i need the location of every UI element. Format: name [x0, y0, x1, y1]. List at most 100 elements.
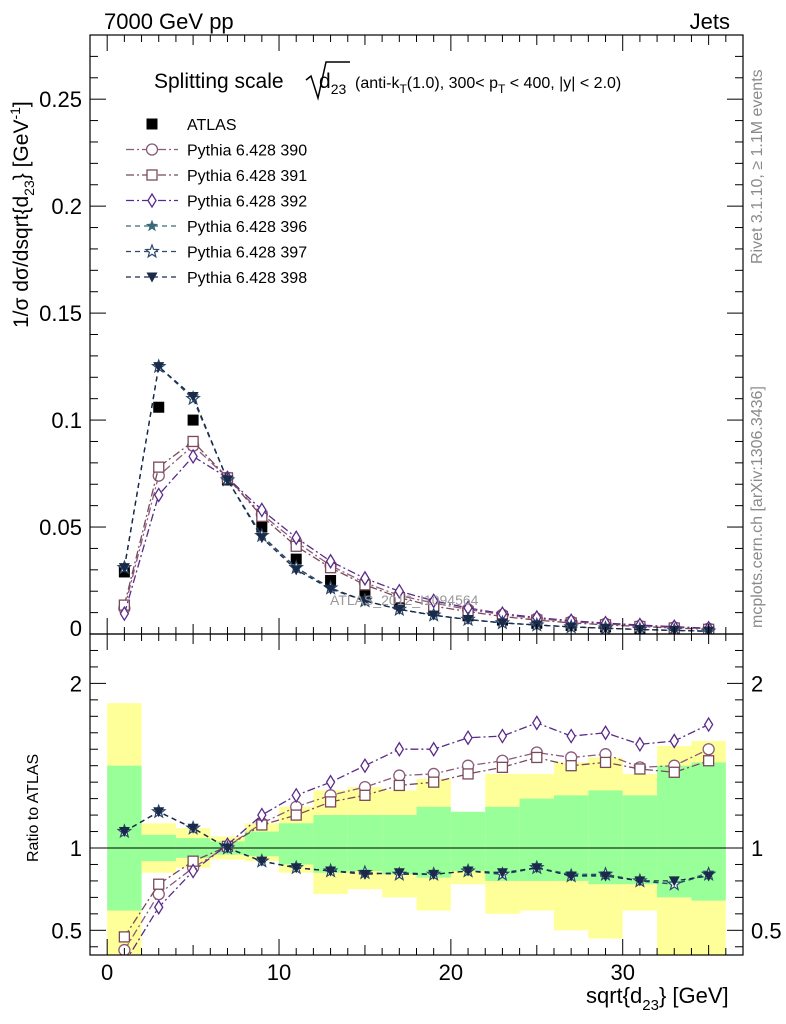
ratio-y-tick-label-right: 1	[751, 836, 763, 861]
ratio-point-p392	[153, 899, 164, 916]
ratio-point-p392	[394, 741, 405, 757]
point-p398	[393, 604, 405, 615]
rivet-label: Rivet 3.1.10, ≥ 1.1M events	[749, 69, 766, 264]
point-p398	[290, 565, 302, 576]
legend-marker-p391	[146, 169, 158, 181]
ratio-point-p398	[668, 876, 680, 887]
ratio-point-p392	[463, 729, 473, 746]
title-detail: (anti-kT(1.0), 300< pT < 400, |y| < 2.0)	[355, 75, 621, 96]
ratio-series-p398	[118, 807, 715, 887]
point-p398	[221, 475, 233, 486]
legend-label-p390: Pythia 6.428 390	[187, 143, 307, 160]
xlabel: sqrt{d23} [GeV]	[586, 983, 729, 1014]
ratio-point-p392	[188, 863, 198, 879]
ratio-point-p392	[497, 728, 508, 744]
axes: 0 10 20 30 0.05 0.1 0.15 0.2 0.25 0 0.5 0.5 1 1 2 2	[39, 34, 782, 985]
ratio-point-p398	[496, 868, 508, 879]
ratio-y-tick-label-right: 0.5	[751, 918, 782, 943]
x-tick-label: 10	[267, 960, 291, 985]
ratio-point-p392	[703, 716, 714, 733]
ratio-point-p391	[359, 789, 371, 801]
ratio-point-p391	[428, 776, 440, 788]
legend-label-data: ATLAS	[187, 117, 237, 134]
y-tick-label: 0.05	[39, 515, 82, 540]
ratio-point-p398	[393, 868, 405, 879]
ratio-point-p392	[635, 736, 645, 753]
legend-marker-p390	[145, 143, 159, 156]
legend-label-p397: Pythia 6.428 397	[187, 245, 307, 262]
ratio-y-tick-label-right: 2	[751, 671, 763, 696]
series-line-p398	[123, 365, 709, 632]
watermark: ATLAS_2012_I1094564	[330, 592, 479, 608]
ratio-uncertainty-bands	[90, 703, 743, 955]
legend-entry-p396: Pythia 6.428 396	[126, 219, 307, 236]
legend-entry-p390: Pythia 6.428 390	[126, 143, 307, 160]
green-band-bin	[279, 823, 314, 865]
ratio-point-p391	[634, 763, 646, 775]
sqrt-symbol	[305, 61, 350, 101]
green-band-bin	[622, 795, 658, 885]
ratio-point-p392	[428, 741, 439, 757]
ratio-point-p398	[290, 863, 302, 874]
legend-marker-p396	[145, 219, 159, 232]
title-main: Splitting scale	[154, 70, 284, 93]
y-tick-label: 0.25	[39, 87, 82, 112]
green-band-bin	[657, 765, 692, 898]
x-tick-label: 30	[610, 960, 634, 985]
series-line-p391	[123, 440, 709, 630]
x-tick-label: 0	[101, 960, 113, 985]
x-tick-label: 20	[439, 960, 463, 985]
point-p398	[256, 533, 268, 544]
header-right: Jets	[690, 9, 730, 34]
ratio-point-p392	[257, 807, 267, 823]
ratio-point-p398	[428, 869, 440, 880]
point-p398	[496, 618, 508, 629]
legend: ATLAS Pythia 6.428 390 Pythia 6.428 391 Pyt…	[126, 117, 307, 287]
legend-entry-data: ATLAS	[146, 117, 237, 134]
ratio-point-p392	[566, 728, 576, 744]
point-p398	[153, 362, 165, 373]
ratio-point-p398	[153, 807, 165, 818]
ratio-point-p390	[393, 769, 406, 782]
ratio-point-p398	[256, 856, 268, 867]
point-p392	[360, 570, 370, 587]
legend-entry-p398: Pythia 6.428 398	[126, 270, 307, 287]
ratio-point-p392	[600, 725, 611, 741]
point-p391	[153, 461, 165, 473]
legend-label-p391: Pythia 6.428 391	[187, 168, 307, 185]
mcplots-label: mcplots.cern.ch [arXiv:1306.3436]	[749, 386, 766, 628]
green-band-bin	[107, 765, 142, 911]
point-p398	[118, 563, 130, 574]
plot-title: Splitting scale d23 (anti-kT(1.0), 300< …	[154, 61, 621, 101]
ratio-point-p398	[118, 827, 130, 838]
ratio-point-p391	[496, 761, 509, 773]
legend-entry-p391: Pythia 6.428 391	[126, 168, 307, 185]
y-tick-label: 0.15	[39, 301, 82, 326]
ratio-point-p391	[531, 751, 543, 764]
ratio-point-p391	[393, 779, 405, 792]
ratio-point-p391	[702, 755, 715, 767]
legend-marker-p392	[147, 192, 157, 209]
ratio-y-tick-label: 1	[70, 836, 82, 861]
point-p392	[394, 583, 405, 599]
ratio-ylabel: Ratio to ATLAS	[25, 754, 42, 862]
ratio-plot	[116, 715, 717, 955]
ratio-point-p398	[325, 866, 337, 877]
point-p391	[187, 435, 199, 448]
ratio-point-p391	[668, 766, 680, 778]
legend-label-p392: Pythia 6.428 392	[187, 194, 307, 211]
ratio-line-p392	[128, 722, 709, 955]
ratio-series-p392	[128, 715, 714, 955]
ratio-point-p392	[325, 774, 336, 790]
ratio-point-p391	[118, 931, 131, 943]
ratio-point-p392	[532, 715, 542, 731]
point-p392	[119, 605, 130, 622]
legend-entry-p392: Pythia 6.428 392	[126, 192, 307, 211]
point-data	[153, 401, 165, 413]
green-band-bin	[553, 795, 589, 881]
ratio-point-p391	[153, 878, 165, 890]
point-p392	[325, 553, 336, 570]
legend-marker-p398	[146, 272, 158, 283]
ratio-point-p398	[531, 863, 543, 874]
